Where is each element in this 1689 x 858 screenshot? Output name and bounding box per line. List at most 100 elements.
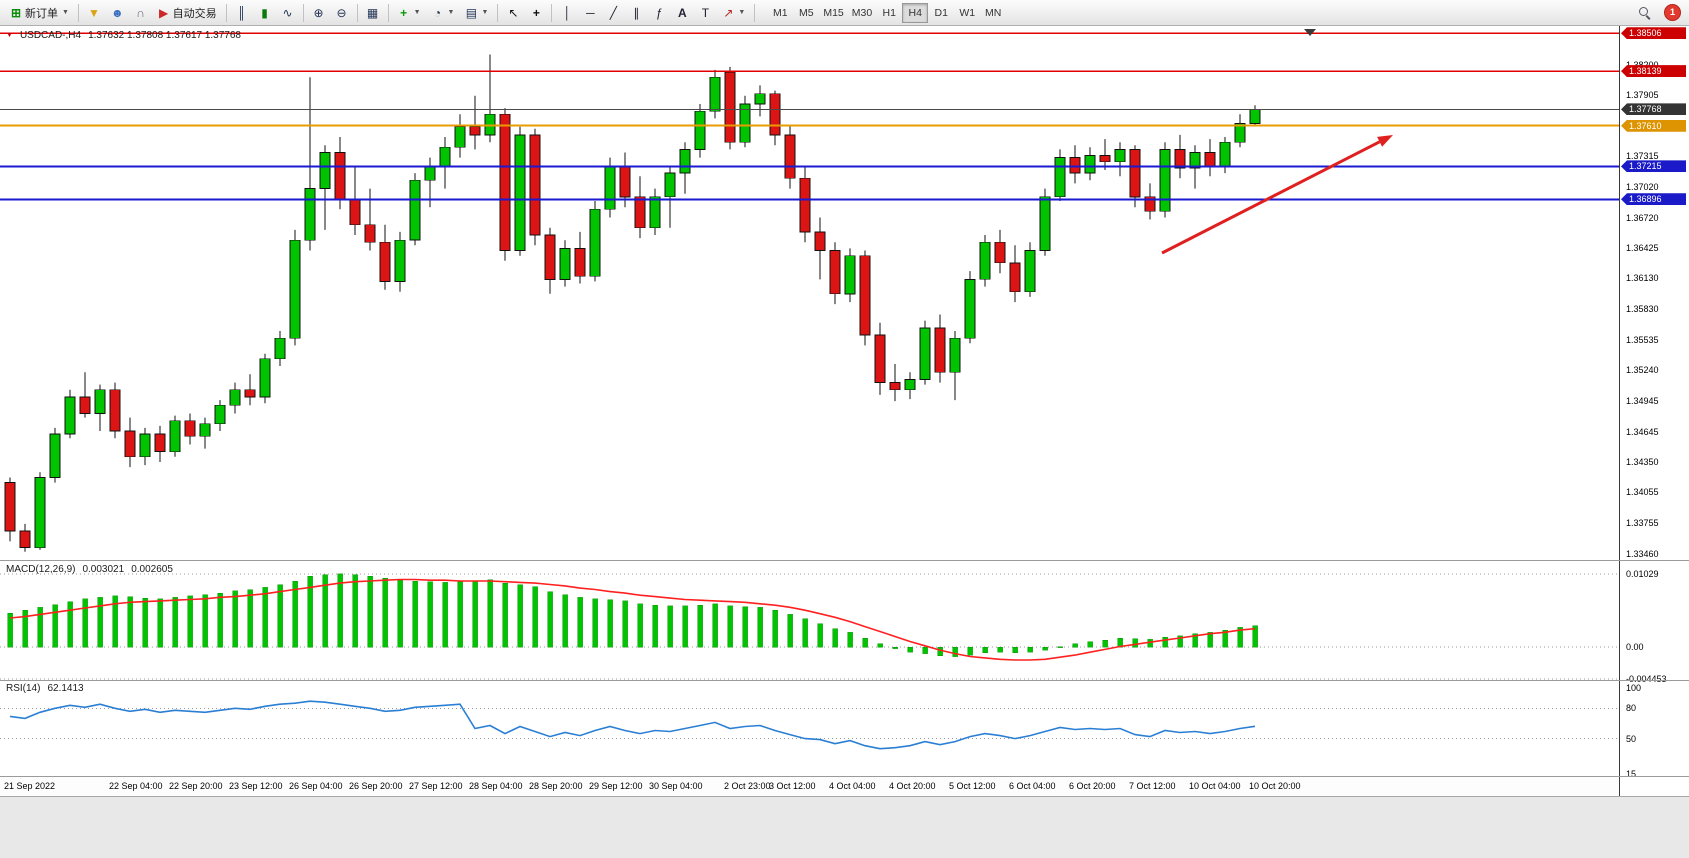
price-label: 1.37905 [1626,90,1659,101]
new-order-button[interactable]: 新订单 ▼ [5,2,74,23]
person-button[interactable] [106,2,129,23]
date-label: 30 Sep 04:00 [649,781,703,791]
tile-windows-button[interactable] [362,2,384,23]
tf-button-m5[interactable]: M5 [793,3,819,23]
chevron-down-icon: ▼ [738,9,746,16]
candles-layer [4,54,1261,552]
price-scale[interactable]: 1.38200 1.37905 1.37315 1.37020 1.36720 1.364… [1619,26,1689,796]
headset-button[interactable] [130,2,152,23]
clock-icon [432,7,444,19]
zoom-in-icon [313,7,325,19]
macd-panel[interactable] [0,561,1619,680]
horizontal-line-button[interactable] [579,2,601,23]
date-label: 28 Sep 04:00 [469,781,523,791]
date-label: 27 Sep 12:00 [409,781,463,791]
date-label: 5 Oct 12:00 [949,781,996,791]
date-label: 10 Oct 04:00 [1189,781,1241,791]
tile-windows-icon [367,7,379,19]
notification-badge[interactable]: 1 [1664,4,1681,21]
trendline-button[interactable] [602,2,624,23]
price-label: 1.38200 [1626,59,1659,70]
panel-separator[interactable] [0,776,1689,777]
panel-separator[interactable] [0,680,1689,681]
text-button[interactable] [671,2,693,23]
tf-button-m15[interactable]: M15 [819,3,847,23]
fibonacci-button[interactable] [648,2,670,23]
fibonacci-icon [653,7,665,19]
toolbar-right: 1 [1634,2,1684,23]
date-label: 4 Oct 20:00 [889,781,936,791]
date-label: 29 Sep 12:00 [589,781,643,791]
chevron-down-icon: ▼ [413,9,421,16]
play-icon [158,7,170,19]
chart-window: ▼ USDCAD-,H4 1.37632 1.37808 1.37617 1.3… [0,26,1689,797]
auto-trading-button[interactable]: 自动交易 [153,2,222,23]
macd-main-value: 0.003021 [82,564,125,575]
macd-levels [0,573,1619,680]
tf-button-mn[interactable]: MN [980,3,1006,23]
date-label: 26 Sep 20:00 [349,781,403,791]
label-icon [699,7,711,19]
time-axis[interactable]: 21 Sep 2022 22 Sep 04:00 22 Sep 20:00 23 Se… [0,777,1619,796]
price-tag: 1.36896 [1621,193,1686,206]
price-label: 1.37020 [1626,181,1659,192]
search-button[interactable] [1634,2,1656,23]
trend-arrow-object[interactable] [1161,135,1393,255]
templates-button[interactable]: ▼ [460,2,493,23]
indicators-icon [398,7,410,19]
rsi-line [9,700,1256,750]
cursor-icon [507,7,519,19]
toolbar-separator [754,3,756,22]
tf-button-m1[interactable]: M1 [767,3,793,23]
price-label: 1.35830 [1626,304,1659,315]
headset-icon [135,7,147,19]
price-tag: 1.38139 [1621,65,1686,78]
tf-button-h1[interactable]: H1 [876,3,902,23]
chevron-down-icon: ▼ [481,9,489,16]
label-button[interactable] [694,2,716,23]
macd-title: MACD(12,26,9) 0.003021 0.002605 [6,564,173,575]
price-label: 1.34350 [1626,457,1659,467]
cursor-button[interactable] [502,2,524,23]
tf-button-m30[interactable]: M30 [848,3,876,23]
panel-separator[interactable] [0,560,1689,561]
indicators-button[interactable]: ▼ [393,2,426,23]
chart-shift-marker[interactable] [1304,29,1316,36]
price-label: 0.01029 [1626,568,1659,579]
date-label: 2 Oct 23:00 [724,781,771,791]
zoom-in-button[interactable] [308,2,330,23]
tf-button-w1[interactable]: W1 [954,3,980,23]
price-label: 1.34645 [1626,426,1659,437]
bar-chart-button[interactable] [231,2,253,23]
vertical-line-button[interactable] [556,2,578,23]
price-label: 1.33755 [1626,518,1659,529]
search-icon [1639,6,1651,19]
tf-button-d1[interactable]: D1 [928,3,954,23]
channel-icon [630,7,642,19]
date-label: 22 Sep 04:00 [109,781,163,791]
price-tag: 1.37215 [1621,160,1686,173]
price-label: 1.35240 [1626,365,1659,376]
line-chart-button[interactable] [277,2,299,23]
arrows-button[interactable]: ▼ [717,2,750,23]
channel-button[interactable] [625,2,647,23]
periods-button[interactable]: ▼ [427,2,460,23]
toolbar-separator [497,3,499,22]
funnel-button[interactable] [83,2,105,23]
price-tag: 1.37768 [1621,103,1686,116]
tf-button-h4[interactable]: H4 [902,2,929,23]
price-label: 80 [1626,703,1637,714]
main-chart[interactable] [0,26,1619,560]
candlestick-chart-button[interactable] [254,2,276,23]
chevron-down-icon: ▼ [62,9,69,16]
price-label: 1.37315 [1626,151,1659,162]
zoom-out-button[interactable] [331,2,353,23]
date-label: 4 Oct 04:00 [829,781,876,791]
rsi-panel[interactable] [0,681,1619,776]
rsi-levels [0,707,1619,740]
crosshair-button[interactable] [525,2,547,23]
price-label: 50 [1626,733,1637,744]
vertical-line-icon [561,7,573,19]
symbol-ohlc: 1.37632 1.37808 1.37617 1.37768 [88,30,241,41]
